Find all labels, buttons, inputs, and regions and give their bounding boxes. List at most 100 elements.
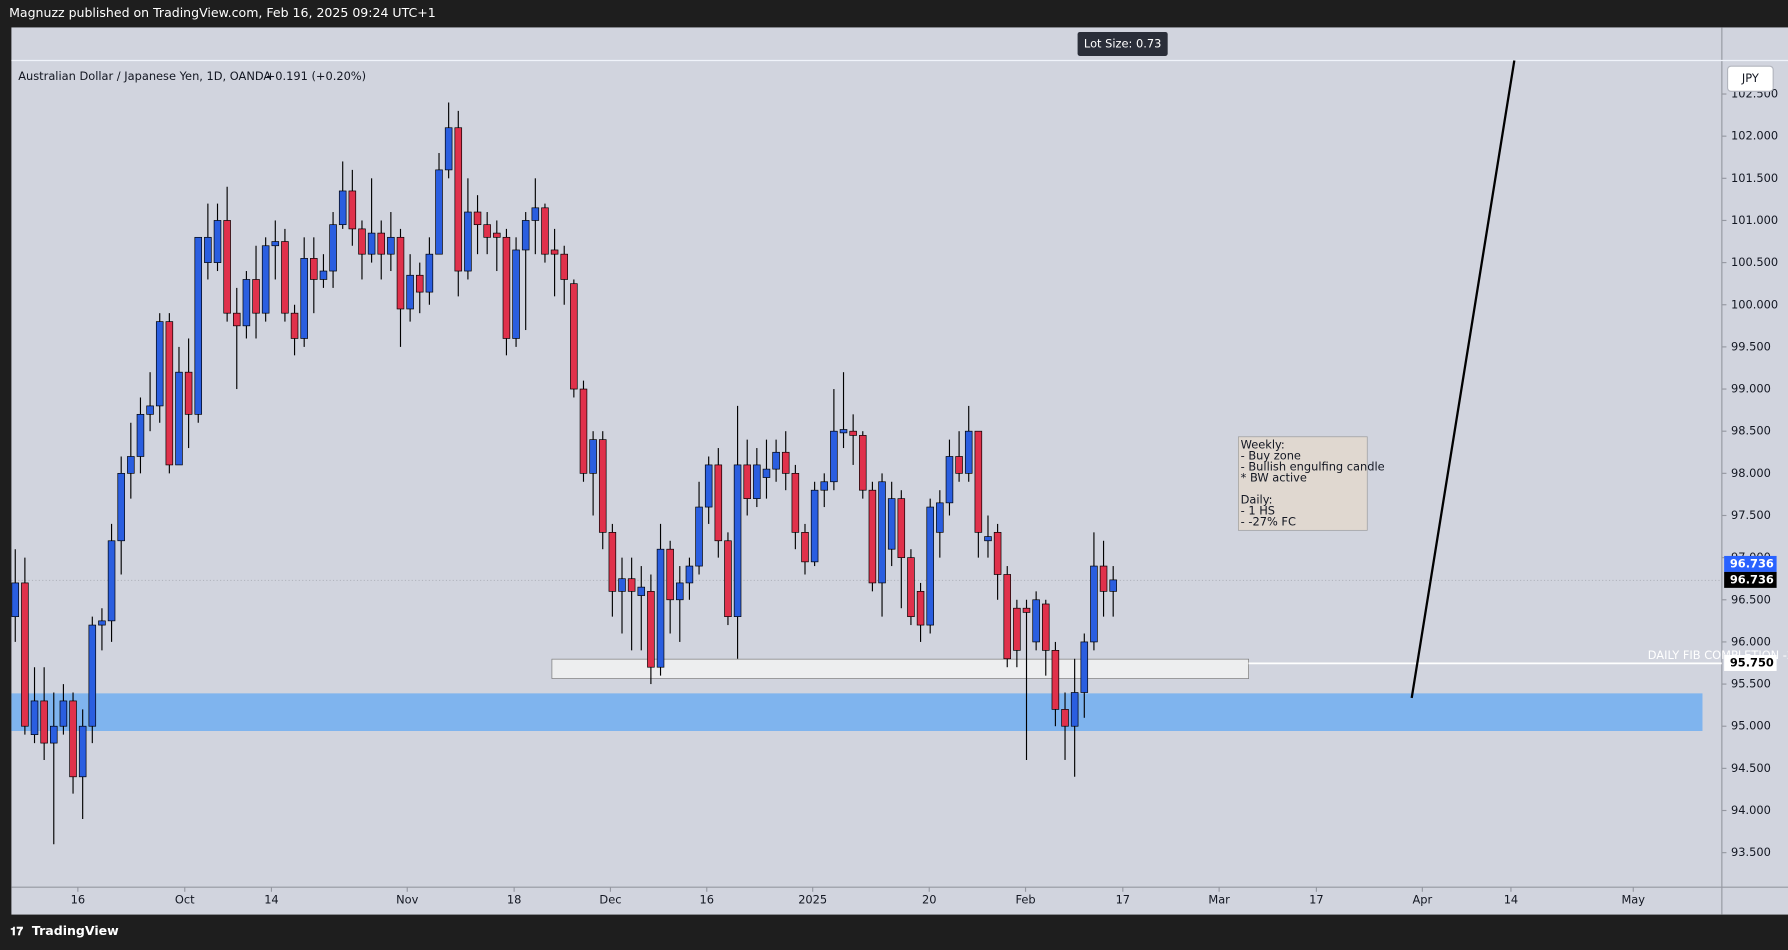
note-line: Weekly: [1241,437,1285,451]
candle-body [473,211,482,226]
candle-body [444,127,453,171]
lot-size-box [1077,31,1168,56]
candle-body [1032,599,1040,643]
candle-body [685,565,694,584]
y-tick-label: 101.500 [1731,171,1778,185]
candle-body [753,464,761,499]
x-tick-label: Oct [175,892,195,906]
candle-body [69,700,77,778]
candle-body [579,388,588,474]
price-label: 96.736 [1730,572,1774,586]
candle-body [358,228,366,255]
candle-body [531,207,540,221]
candle-body [598,439,607,533]
y-tick-label: 93.500 [1731,845,1771,859]
candle-body [878,481,886,584]
candle-body [733,464,742,617]
candle-body [1070,692,1079,727]
candle-body [676,582,684,601]
candle-body [387,236,395,255]
candle-body [338,190,347,226]
candle-body [936,502,944,533]
y-tick-label: 98.500 [1731,424,1771,438]
price-label: 96.736 [1730,556,1774,570]
candle-body [974,430,983,533]
candle-body [213,220,222,263]
x-tick-label: May [1621,892,1645,906]
currency: JPY [1741,71,1759,85]
candle-body [319,270,328,280]
candle-body [184,371,193,415]
candle-body [859,435,867,491]
y-tick-label: 100.500 [1731,255,1778,269]
candle-body [521,220,530,251]
candle-body [1080,641,1089,693]
candle-body [955,456,963,474]
candle-body [637,586,646,596]
note-line: - -27% FC [1241,515,1296,529]
x-tick-label: Nov [396,892,418,906]
candle-body [1003,574,1012,660]
symbol-title: Australian Dollar / Japanese Yen, 1D, OA… [18,69,271,83]
candle-body [300,258,308,339]
candle-body [550,249,559,255]
x-tick-label: Mar [1208,892,1230,906]
y-tick-label: 99.000 [1731,382,1771,396]
candle-body [849,430,857,436]
candle-body [454,127,463,272]
candle-body [810,489,819,563]
candle-body [781,451,790,474]
note-line: * BW active [1241,470,1307,484]
candle-body [704,464,713,508]
candle-body [194,236,203,415]
candle-body [396,236,405,310]
candle-body [502,236,511,339]
candle-body [839,429,848,434]
price-label: 95.750 [1730,656,1774,670]
candle-body [589,439,597,474]
candle-body [329,224,337,272]
candle-body [618,578,626,592]
candle-body [127,456,135,474]
candle-body [724,540,732,617]
candle-body [242,279,251,327]
candle-body [493,232,501,238]
buy-zone [11,693,1703,731]
chart-area [11,27,1788,915]
candle-body [155,321,164,407]
lot-size: Lot Size: 0.73 [1084,36,1161,50]
candle-body [11,582,20,617]
x-tick-label: 2025 [798,892,827,906]
candle-body [1022,607,1031,613]
candle-body [223,220,231,314]
candle-body [570,283,578,390]
candle-body [464,211,472,272]
x-tick-label: 17 [1116,892,1131,906]
candle-body [743,464,751,499]
candle-body [897,498,906,558]
x-tick-label: Feb [1015,892,1035,906]
plot [11,60,1722,845]
candle-body [993,532,1002,575]
candle-body [945,456,954,504]
candle-body [868,489,877,584]
candle-body [695,506,703,567]
x-tick-label: 20 [922,892,937,906]
symbol-change: +0.191 (+0.20%) [266,69,366,83]
candle-body [88,624,97,727]
candle-body [762,468,771,478]
candle-body [1099,565,1108,592]
x-tick-label: 16 [71,892,86,906]
x-tick-label: 17 [1309,892,1324,906]
projection-line [1410,60,1516,699]
y-tick-label: 95.000 [1731,719,1771,733]
note-box [1238,436,1368,531]
candle-body [40,700,48,744]
candle-body [887,498,896,550]
candle-body [666,548,674,601]
candle-body [984,536,992,542]
candle-body [560,253,568,280]
publisher: Magnuzz published on TradingView.com, Fe… [9,5,436,20]
candle-body [233,312,241,327]
x-tick-label: Apr [1412,892,1432,906]
